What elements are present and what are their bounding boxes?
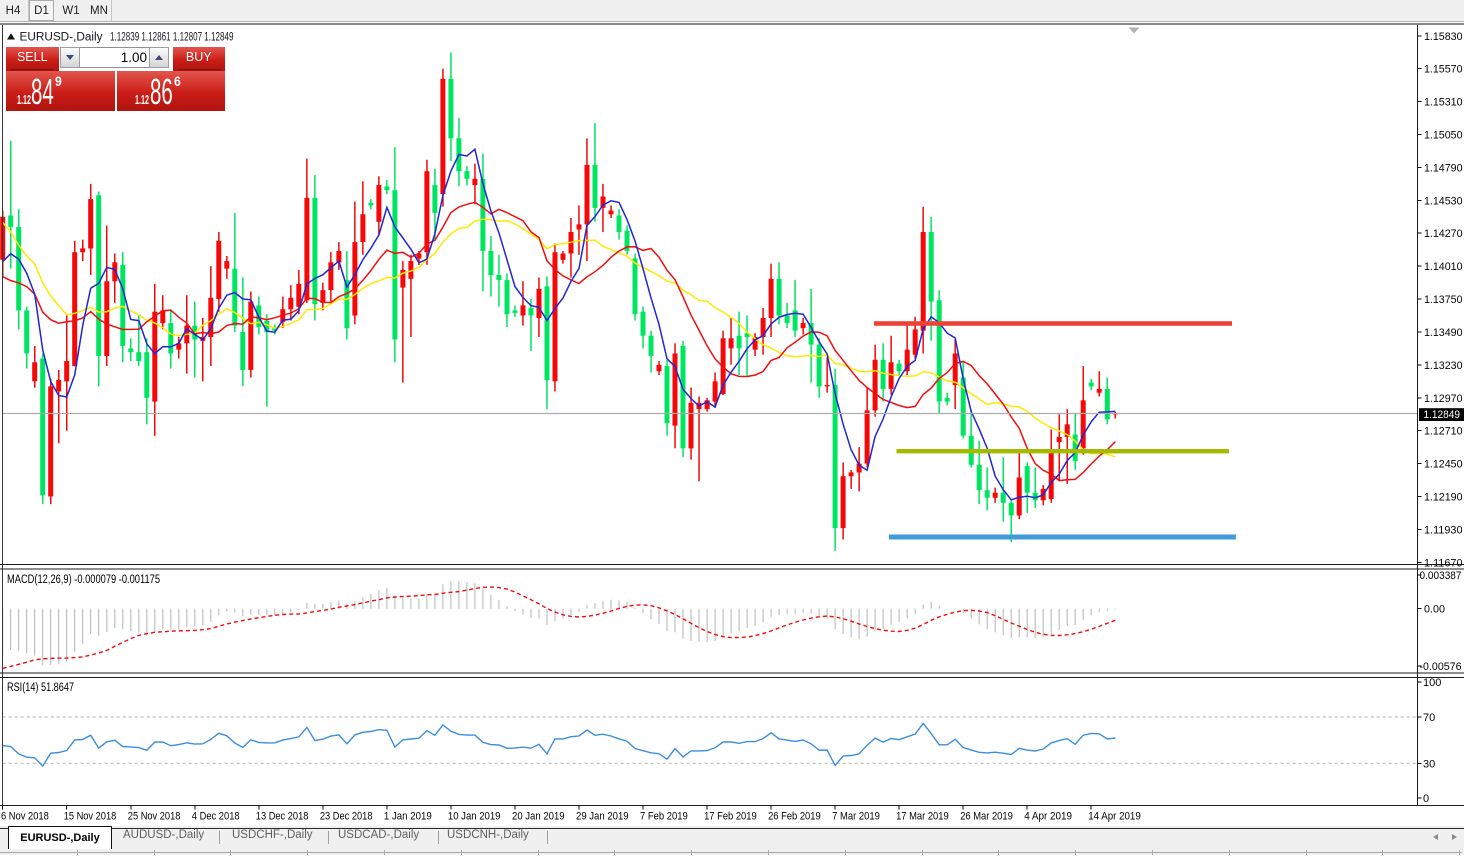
svg-text:26 Feb 2019: 26 Feb 2019 xyxy=(768,811,821,823)
svg-text:MACD(12,26,9) -0.000079 -0.001: MACD(12,26,9) -0.000079 -0.001175 xyxy=(7,574,160,586)
svg-text:1.14270: 1.14270 xyxy=(1424,228,1463,240)
svg-text:-0.00576: -0.00576 xyxy=(1420,661,1462,673)
svg-text:1.15830: 1.15830 xyxy=(1424,31,1463,43)
svg-text:1.15050: 1.15050 xyxy=(1424,130,1463,142)
svg-text:7 Feb 2019: 7 Feb 2019 xyxy=(640,811,688,823)
svg-text:1.12450: 1.12450 xyxy=(1424,459,1463,471)
svg-text:0.003387: 0.003387 xyxy=(1420,570,1462,582)
svg-text:1.12710: 1.12710 xyxy=(1424,426,1463,438)
svg-text:17 Feb 2019: 17 Feb 2019 xyxy=(704,811,757,823)
svg-text:1.12190: 1.12190 xyxy=(1424,492,1463,504)
svg-text:4 Apr 2019: 4 Apr 2019 xyxy=(1024,811,1072,823)
svg-text:20 Jan 2019: 20 Jan 2019 xyxy=(512,811,565,823)
svg-text:1.14790: 1.14790 xyxy=(1424,162,1463,174)
svg-text:EURUSD-,Daily: EURUSD-,Daily xyxy=(20,32,103,44)
svg-text:13 Dec 2018: 13 Dec 2018 xyxy=(256,811,309,823)
svg-text:1.11930: 1.11930 xyxy=(1424,524,1463,536)
svg-text:70: 70 xyxy=(1423,712,1435,724)
svg-text:RSI(14) 51.8647: RSI(14) 51.8647 xyxy=(7,682,74,694)
svg-text:1.12970: 1.12970 xyxy=(1424,393,1463,405)
svg-text:30: 30 xyxy=(1423,758,1435,770)
svg-text:1 Jan 2019: 1 Jan 2019 xyxy=(384,811,432,823)
svg-text:23 Dec 2018: 23 Dec 2018 xyxy=(320,811,373,823)
svg-text:15 Nov 2018: 15 Nov 2018 xyxy=(64,811,117,823)
svg-text:1.12839 1.12861 1.12807 1.1284: 1.12839 1.12861 1.12807 1.12849 xyxy=(110,32,234,44)
svg-text:26 Mar 2019: 26 Mar 2019 xyxy=(960,811,1013,823)
svg-text:6 Nov 2018: 6 Nov 2018 xyxy=(1,811,49,823)
svg-text:1.12849: 1.12849 xyxy=(1424,409,1461,421)
svg-text:4 Dec 2018: 4 Dec 2018 xyxy=(192,811,240,823)
svg-text:1.11670: 1.11670 xyxy=(1424,557,1463,569)
svg-text:100: 100 xyxy=(1423,677,1441,689)
svg-text:1.13750: 1.13750 xyxy=(1424,294,1463,306)
svg-text:1.15570: 1.15570 xyxy=(1424,64,1463,76)
svg-text:29 Jan 2019: 29 Jan 2019 xyxy=(576,811,629,823)
svg-text:0: 0 xyxy=(1423,793,1429,805)
svg-text:10 Jan 2019: 10 Jan 2019 xyxy=(448,811,501,823)
svg-text:14 Apr 2019: 14 Apr 2019 xyxy=(1088,811,1141,823)
svg-text:1.14530: 1.14530 xyxy=(1424,195,1463,207)
svg-text:25 Nov 2018: 25 Nov 2018 xyxy=(128,811,181,823)
svg-text:1.13230: 1.13230 xyxy=(1424,360,1463,372)
svg-text:17 Mar 2019: 17 Mar 2019 xyxy=(896,811,949,823)
svg-text:7 Mar 2019: 7 Mar 2019 xyxy=(832,811,880,823)
svg-text:1.13490: 1.13490 xyxy=(1424,327,1463,339)
svg-text:1.14010: 1.14010 xyxy=(1424,261,1463,273)
svg-text:1.15310: 1.15310 xyxy=(1424,97,1463,109)
svg-text:0.00: 0.00 xyxy=(1424,604,1445,616)
